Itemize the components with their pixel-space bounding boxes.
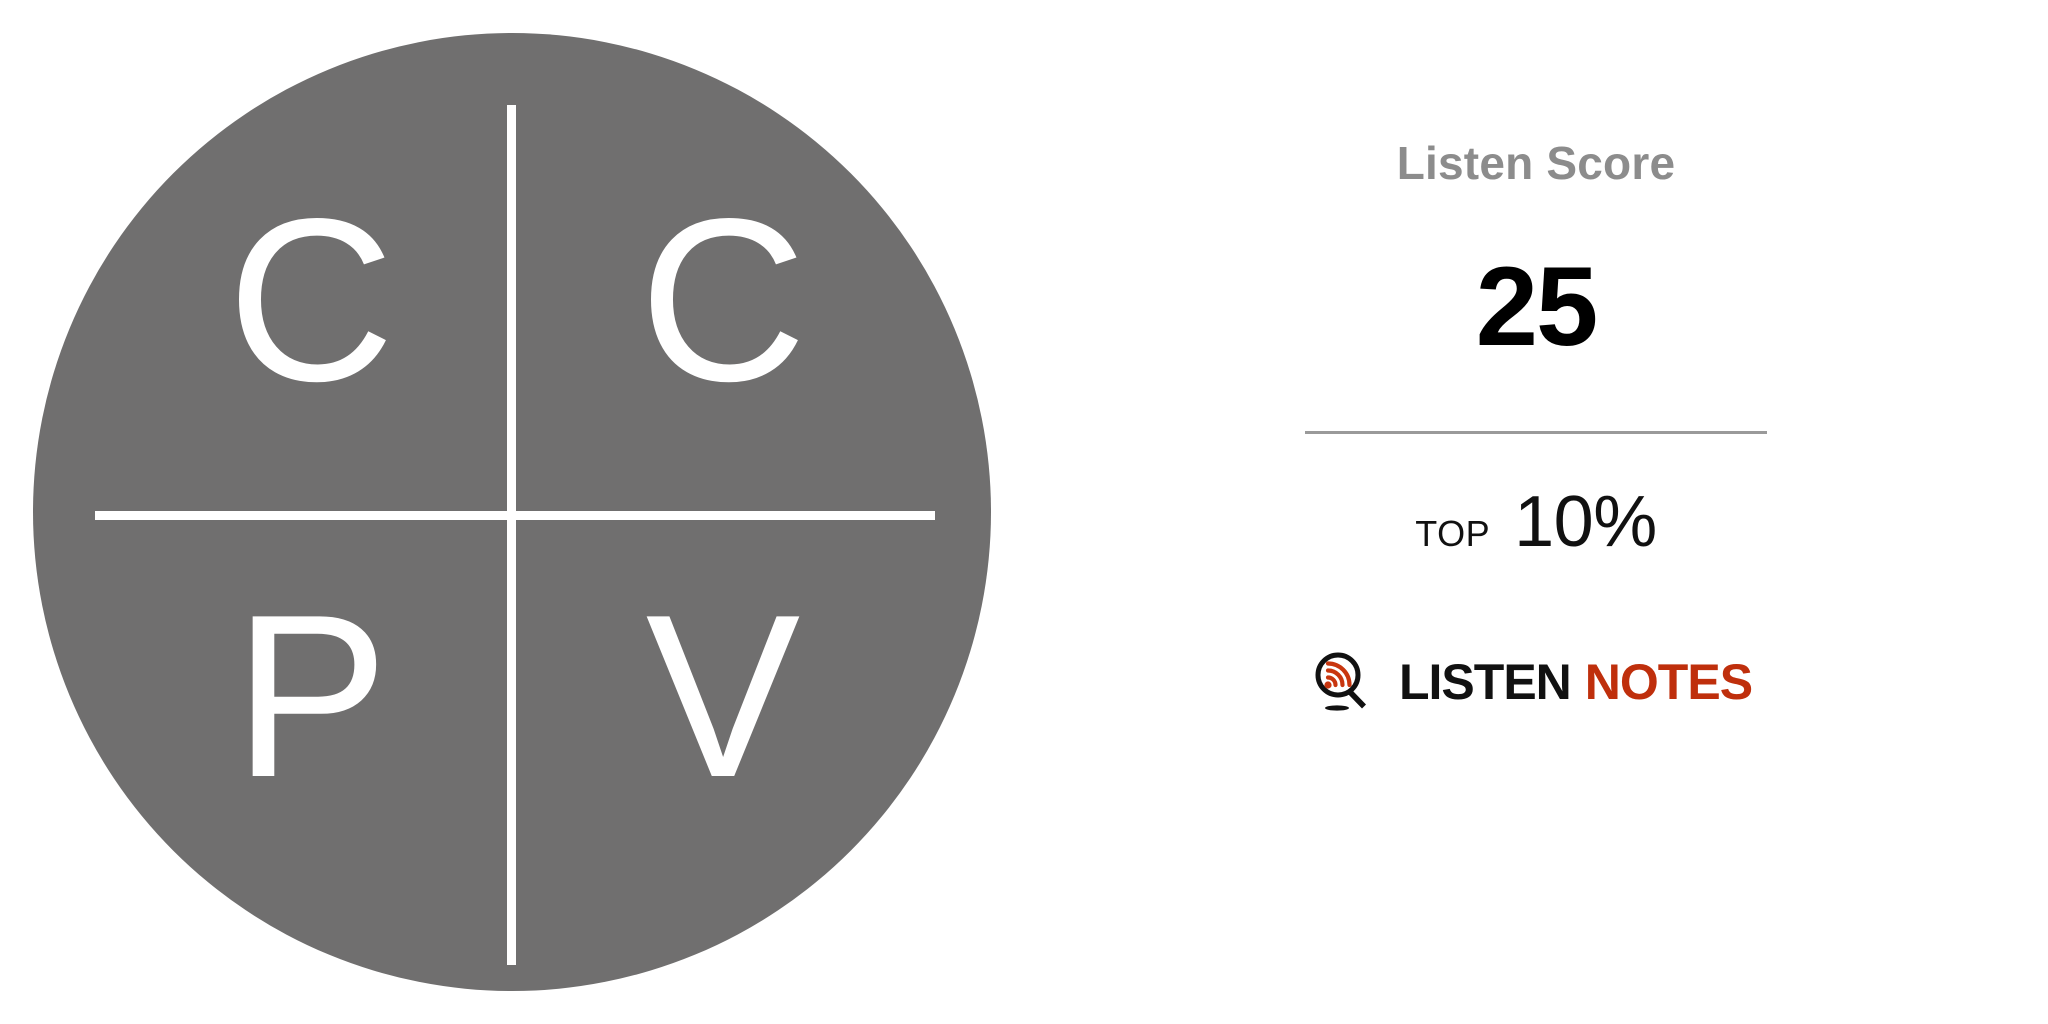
listen-score-panel: Listen Score 25 TOP 10% LISTEN NO [1305,130,1767,714]
listen-score-value: 25 [1475,243,1599,369]
rank-row: TOP 10% [1305,434,1767,558]
cover-letter-bottom-right: V [645,567,801,826]
listen-score-title: Listen Score [1396,137,1676,189]
rank-value: 10% [1514,481,1657,562]
cover-letter-top-right: C [639,171,807,430]
listen-notes-wordmark: LISTEN NOTES [1399,653,1753,710]
cover-letter-bottom-left: P [233,567,389,826]
listen-notes-brand[interactable]: LISTEN NOTES [1305,558,1767,714]
rank-label: TOP [1415,512,1491,554]
cover-vertical-divider [507,105,516,965]
podcast-cover-art[interactable]: C C P V [33,33,991,991]
cover-letter-top-left: C [227,171,395,430]
score-divider [1305,430,1767,434]
brand-word-notes: NOTES [1584,653,1753,710]
cover-horizontal-divider [95,511,935,520]
brand-word-listen: LISTEN [1399,653,1572,710]
listen-notes-magnifier-icon [1315,652,1366,711]
